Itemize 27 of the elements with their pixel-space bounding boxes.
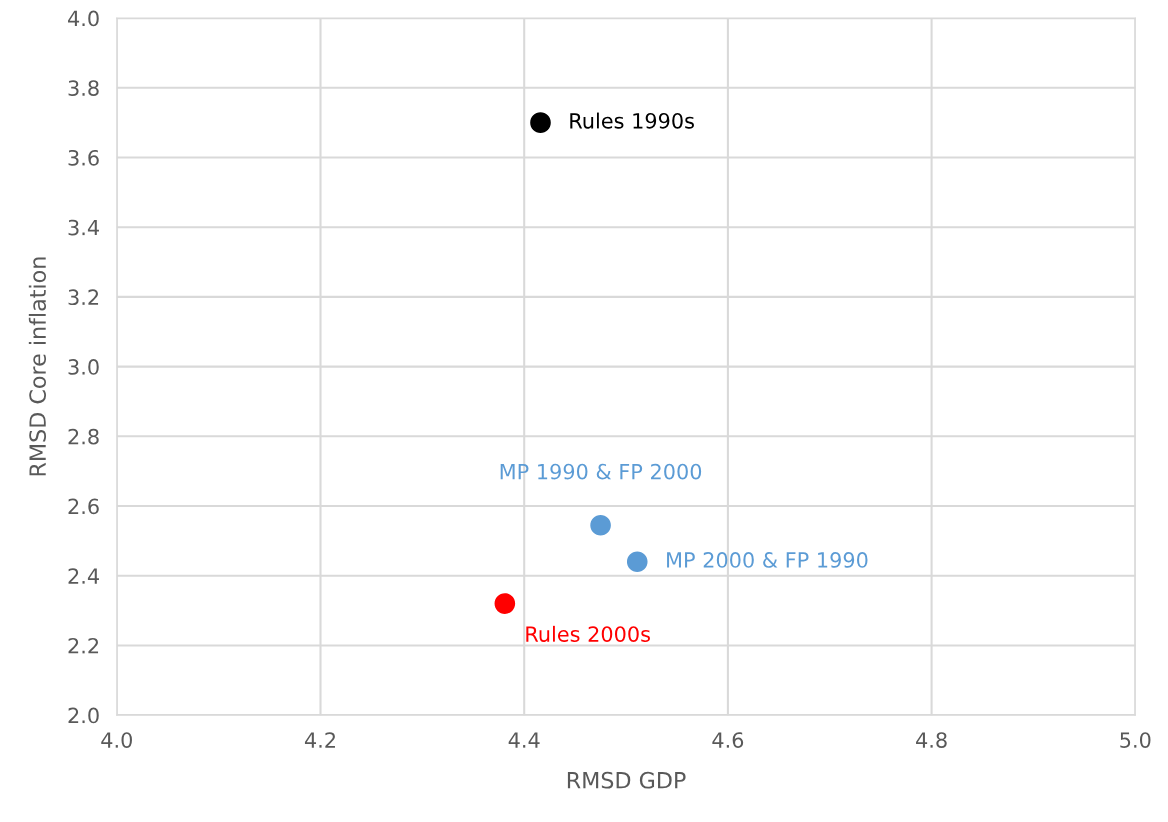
- point: [590, 514, 611, 536]
- y-tick-label: 3.4: [68, 219, 99, 236]
- x-tick-label: 5.0: [1120, 732, 1151, 748]
- y-tick-label: 3.2: [68, 289, 99, 306]
- x-tick-label: 4.2: [304, 732, 335, 748]
- x-tick-label: 4.6: [712, 732, 744, 748]
- y-tick-label: 2.2: [68, 637, 99, 654]
- y-tick-label: 2.8: [68, 428, 99, 445]
- y-tick-label: 4.0: [68, 10, 99, 27]
- x-tick-label: 4.4: [508, 732, 540, 748]
- x-tick-label: 4.8: [916, 732, 947, 748]
- x-axis-title: RMSD GDP: [567, 771, 686, 789]
- point: [494, 593, 516, 614]
- series-label: MP 2000 & FP 1990: [667, 552, 868, 568]
- series-label: Rules 2000s: [526, 625, 650, 642]
- y-tick-label: 3.0: [68, 359, 99, 375]
- y-tick-label: 2.4: [68, 568, 99, 584]
- x-tick-label: 4.0: [101, 732, 132, 748]
- point: [626, 551, 648, 573]
- y-tick-label: 3.6: [68, 149, 99, 166]
- y-axis-title: RMSD Core inflation: [28, 257, 47, 476]
- point: [530, 112, 551, 133]
- y-tick-label: 2.0: [68, 707, 99, 724]
- series-label: Rules 1990s: [570, 112, 694, 129]
- y-tick-label: 2.6: [68, 498, 99, 515]
- y-tick-label: 3.8: [68, 80, 99, 96]
- text: MP 1990 & FP 2000: [500, 463, 702, 480]
